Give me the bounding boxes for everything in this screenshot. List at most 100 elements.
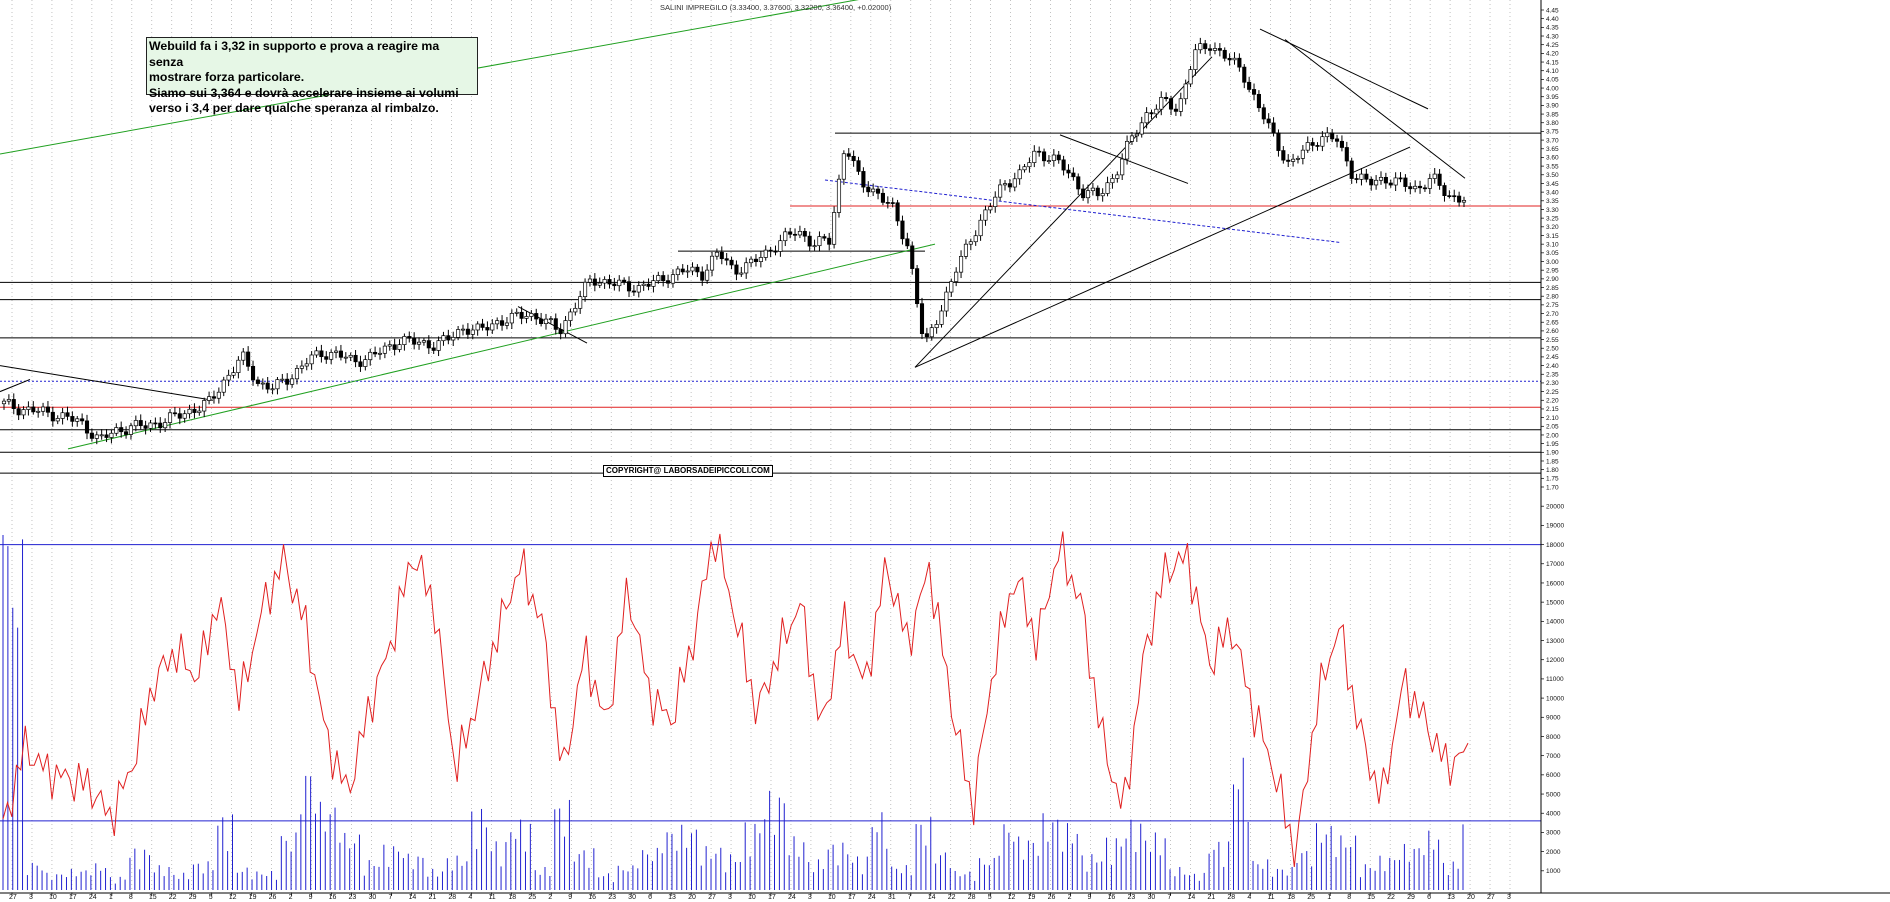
candle-body [421,340,426,343]
candle-body [460,328,466,331]
price-tick-label: 2.40 [1546,363,1559,370]
candle-body [1437,173,1442,186]
candle-body [636,285,641,293]
price-tick-label: 2.20 [1546,398,1559,405]
candle-body [1398,177,1403,180]
candle-body [226,374,231,381]
candle-body [236,359,241,373]
candle-body [465,328,470,335]
candle-body [36,410,41,413]
candle-body [250,365,256,381]
price-tick-label: 3.15 [1546,233,1559,240]
candle-body [60,412,65,419]
candle-body [163,422,168,429]
candle-body [329,352,334,360]
price-tick-label: 2.10 [1546,415,1559,422]
candle-body [573,307,578,313]
volume-tick-label: 20000 [1546,503,1564,510]
price-tick-label: 3.20 [1546,224,1559,231]
candle-body [1427,178,1432,189]
candle-body [1344,147,1349,162]
candle-body [675,268,680,276]
price-tick-label: 3.25 [1546,215,1559,222]
candle-body [480,323,485,328]
candle-body [910,245,915,269]
candle-body [1320,136,1325,147]
price-tick-label: 3.75 [1546,129,1559,136]
price-tick-label: 3.00 [1546,259,1559,266]
price-tick-label: 2.80 [1546,294,1559,301]
candle-body [1061,159,1066,171]
candle-body [534,313,539,320]
date-tick-label: 30 [369,894,377,901]
date-tick-label: 1 [109,894,113,901]
candle-body [1115,174,1120,179]
candle-body [319,350,324,358]
candle-body [65,412,70,417]
date-tick-label: 25 [1307,894,1315,901]
candle-body [1295,158,1301,160]
candle-body [324,356,329,360]
candle-body [1188,69,1193,85]
candle-body [182,413,187,419]
volume-tick-label: 4000 [1546,811,1561,818]
candle-body [1110,178,1115,184]
candle-body [1232,57,1237,61]
candle-body [553,318,558,330]
price-tick-label: 4.05 [1546,77,1559,84]
candle-body [255,379,260,384]
candle-body [1300,149,1305,159]
volume-tick-label: 7000 [1546,753,1561,760]
candle-body [685,270,690,273]
candle-body [919,303,925,334]
candle-body [778,240,783,252]
candle-body [1310,142,1315,146]
candle-body [500,320,505,326]
candle-body [1208,48,1213,51]
downtrend-line [0,365,214,401]
candle-body [739,272,744,275]
candle-body [587,278,593,283]
candle-body [221,379,226,393]
candle-body [11,399,16,409]
candle-body [314,350,319,356]
candle-body [1046,160,1051,163]
candle-body [1144,112,1149,124]
date-tick-label: 24 [89,894,97,901]
price-tick-label: 2.60 [1546,328,1559,335]
candle-body [1071,172,1076,178]
volume-tick-label: 14000 [1546,619,1564,626]
candle-body [1125,140,1130,160]
candle-body [1408,186,1413,190]
price-tick-label: 4.30 [1546,33,1559,40]
candle-body [1139,122,1144,135]
candle-body [387,344,392,347]
candle-body [900,220,905,240]
candle-body [26,406,31,410]
candle-body [1012,178,1017,188]
price-tick-label: 3.40 [1546,189,1559,196]
candle-body [1422,187,1427,190]
downtrend-line [1259,28,1429,110]
candle-body [1266,118,1271,124]
candle-body [1256,93,1261,109]
price-tick-label: 1.95 [1546,441,1559,448]
price-tick-label: 3.45 [1546,181,1559,188]
candle-body [1393,177,1398,186]
candle-body [172,412,177,415]
candle-body [1134,133,1139,137]
candle-body [21,409,26,416]
volume-tick-label: 11000 [1546,676,1564,683]
candle-body [1085,190,1091,199]
price-tick-label: 1.70 [1546,484,1559,491]
candle-body [1457,195,1462,203]
candle-body [436,340,441,351]
candle-body [993,196,998,208]
date-tick-label: 9 [568,894,572,901]
candle-body [338,350,343,358]
date-tick-label: 3 [808,894,812,901]
price-tick-label: 3.70 [1546,137,1559,144]
volume-bars [0,534,1541,890]
candle-body [104,434,109,438]
copyright-label: COPYRIGHT@ LABORSADEIPICCOLI.COM [603,465,773,477]
